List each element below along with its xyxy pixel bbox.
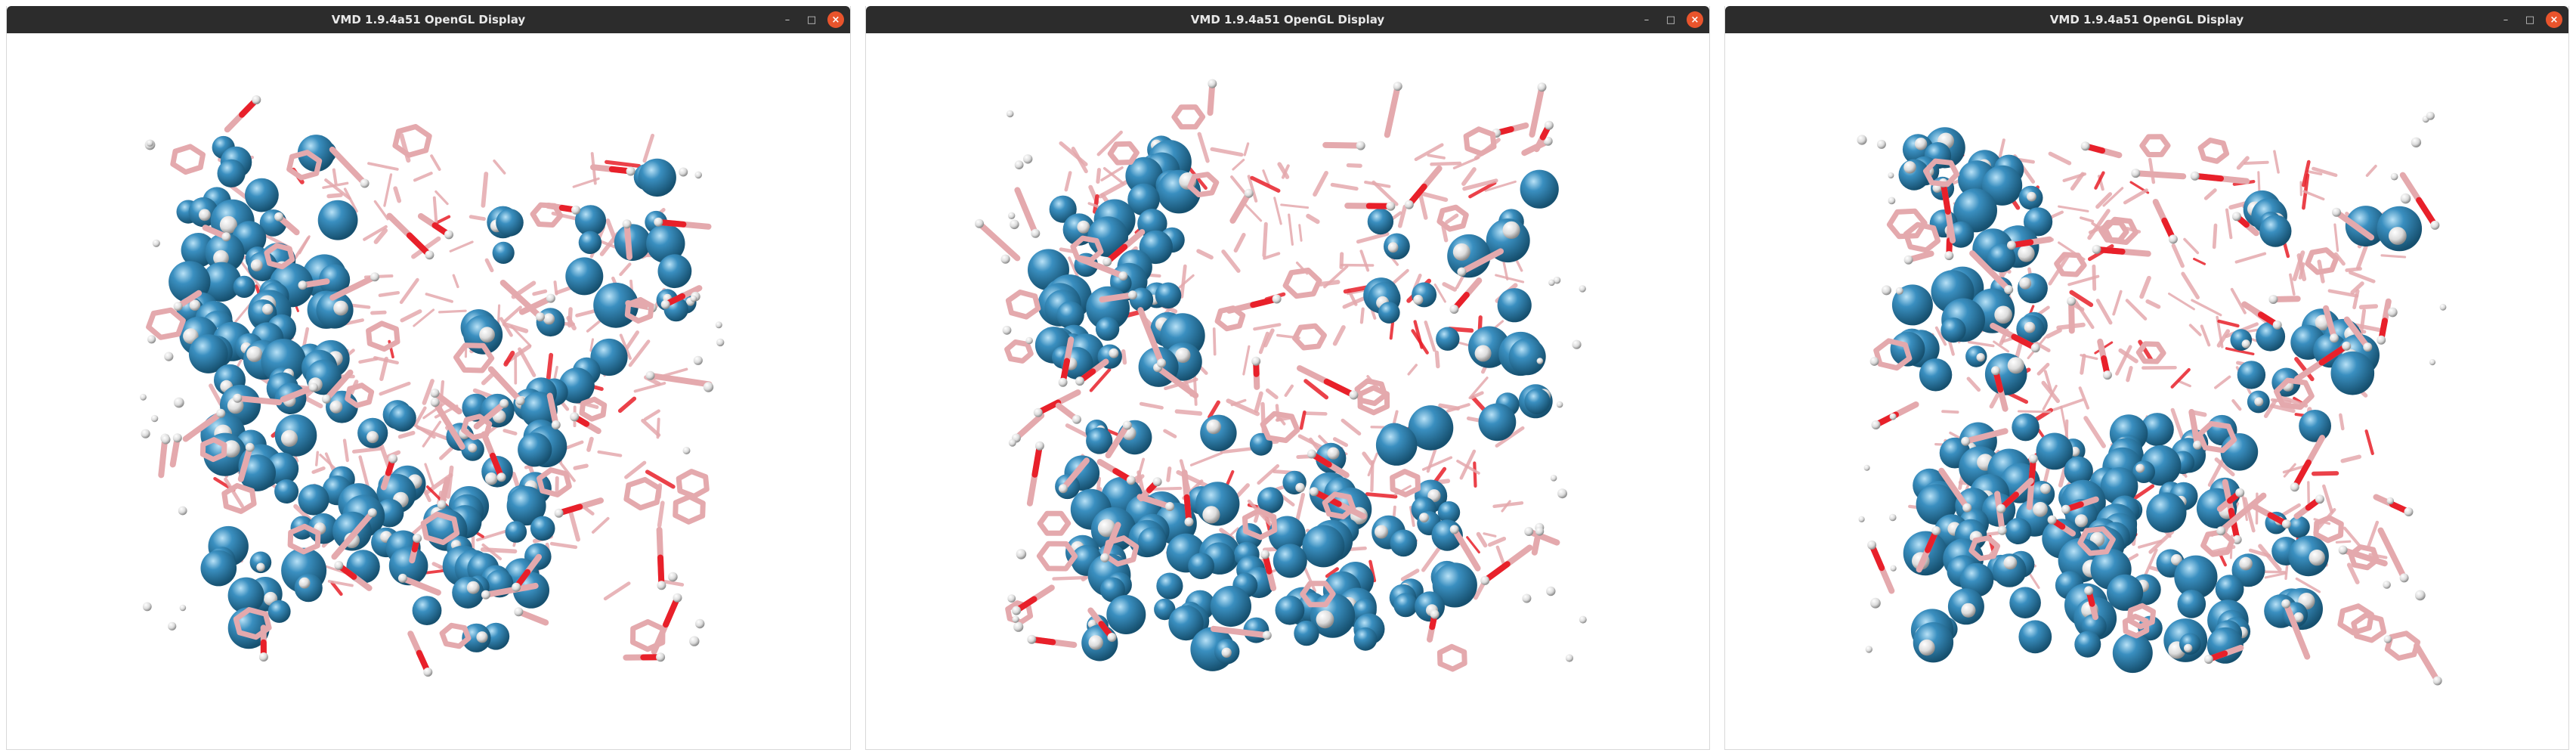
opengl-viewport[interactable]	[1725, 33, 2568, 749]
molecule-render	[1857, 111, 2447, 686]
opengl-viewport[interactable]	[866, 33, 1709, 749]
molecule-render	[140, 95, 725, 677]
molecule-layer	[975, 79, 1587, 672]
minimize-icon[interactable]: –	[784, 14, 790, 26]
minimize-icon[interactable]: –	[2503, 14, 2509, 26]
close-icon[interactable]: ×	[2546, 11, 2562, 28]
vmd-display-window-3[interactable]: VMD 1.9.4a51 OpenGL Display – □ ×	[1724, 6, 2569, 750]
maximize-icon[interactable]: □	[2525, 14, 2535, 26]
minimize-icon[interactable]: –	[1644, 14, 1650, 26]
molecule-render	[975, 79, 1587, 672]
maximize-icon[interactable]: □	[806, 14, 817, 26]
window-title: VMD 1.9.4a51 OpenGL Display	[331, 13, 526, 26]
close-icon[interactable]: ×	[1687, 11, 1703, 28]
molecule-layer	[140, 95, 725, 677]
window-controls: – □ ×	[1638, 6, 1703, 33]
window-title: VMD 1.9.4a51 OpenGL Display	[2049, 13, 2244, 26]
window-title: VMD 1.9.4a51 OpenGL Display	[1190, 13, 1385, 26]
opengl-viewport[interactable]	[7, 33, 850, 749]
close-icon[interactable]: ×	[827, 11, 844, 28]
maximize-icon[interactable]: □	[1665, 14, 1676, 26]
window-titlebar[interactable]: VMD 1.9.4a51 OpenGL Display – □ ×	[866, 6, 1709, 33]
window-titlebar[interactable]: VMD 1.9.4a51 OpenGL Display – □ ×	[1725, 6, 2568, 33]
window-controls: – □ ×	[779, 6, 844, 33]
window-controls: – □ ×	[2497, 6, 2562, 33]
vmd-display-window-2[interactable]: VMD 1.9.4a51 OpenGL Display – □ ×	[865, 6, 1710, 750]
window-titlebar[interactable]: VMD 1.9.4a51 OpenGL Display – □ ×	[7, 6, 850, 33]
vmd-display-window-1[interactable]: VMD 1.9.4a51 OpenGL Display – □ ×	[6, 6, 851, 750]
molecule-layer	[1857, 111, 2447, 686]
